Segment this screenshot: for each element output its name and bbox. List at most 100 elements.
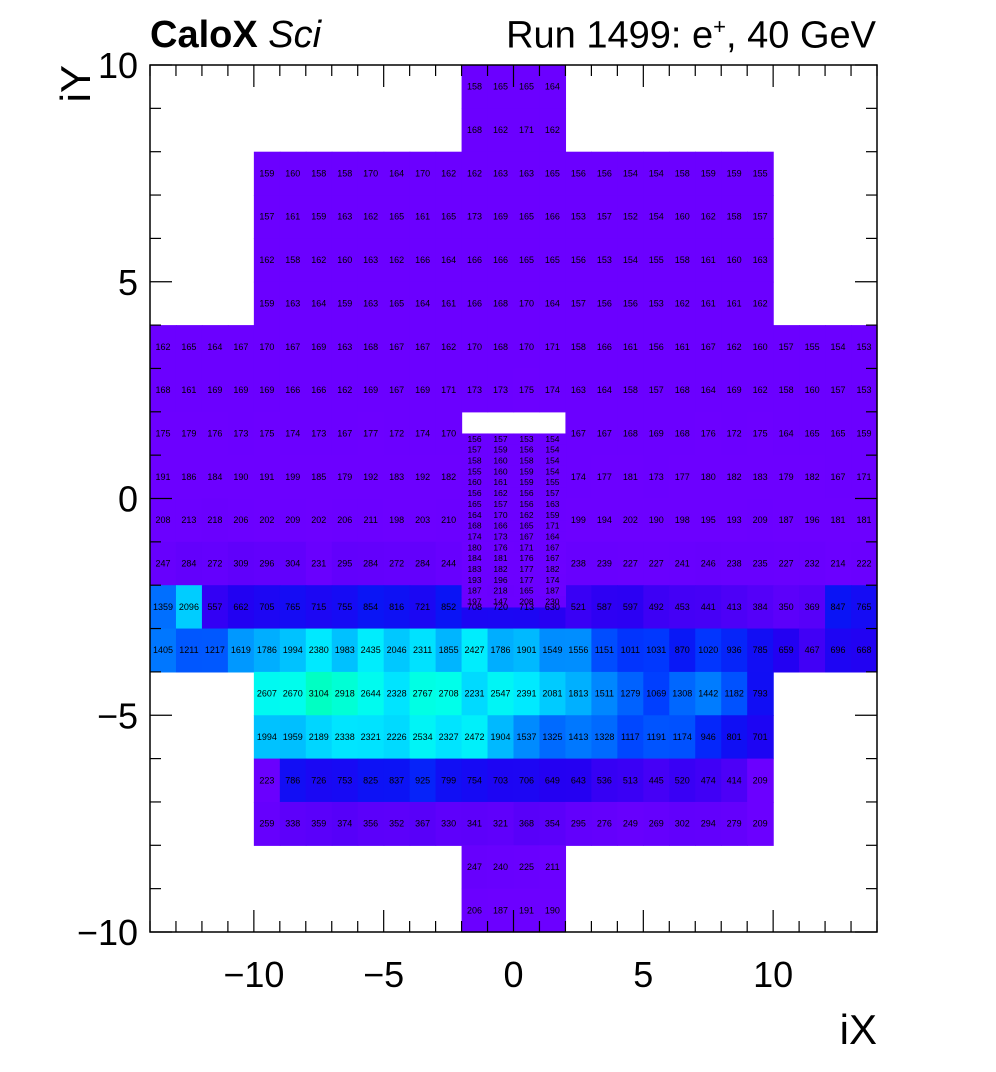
heatmap-cell-label: 159 (337, 298, 352, 308)
heatmap-cell-label: 202 (259, 515, 274, 525)
heatmap-cell (591, 281, 618, 326)
heatmap-cell (357, 801, 385, 846)
heatmap-cell (253, 758, 281, 803)
heatmap-cell-label: 169 (363, 385, 378, 395)
heatmap-cell-label: 1308 (672, 689, 692, 699)
heatmap-cell (253, 498, 281, 543)
heatmap-cell (591, 325, 618, 370)
x-tick-label: −10 (223, 954, 284, 995)
heatmap-cell-label: 158 (571, 342, 586, 352)
heatmap-cell-label: 154 (623, 168, 638, 178)
heatmap-cell-label: 163 (753, 255, 768, 265)
heatmap-cell-label: 153 (857, 385, 872, 395)
heatmap-cell (721, 368, 748, 413)
heatmap-cell (487, 628, 515, 673)
heatmap-cell-label: 190 (649, 515, 664, 525)
heatmap-fine-cell (539, 520, 567, 532)
heatmap-cell-label: 173 (467, 385, 482, 395)
heatmap-cell-label: 161 (701, 298, 716, 308)
heatmap-cell (461, 195, 489, 239)
heatmap-cell (383, 541, 411, 586)
heatmap-fine-cell (539, 552, 567, 565)
heatmap-cell-label: 158 (285, 255, 300, 265)
heatmap-cell (513, 888, 541, 933)
heatmap-cell-label: 163 (337, 342, 352, 352)
heatmap-fine-cell (487, 498, 515, 510)
heatmap-cell-label: 164 (207, 342, 222, 352)
heatmap-cell-label: 170 (259, 342, 274, 352)
heatmap-cell-label: 186 (181, 472, 196, 482)
heatmap-cell-label: 170 (519, 298, 534, 308)
heatmap-cell-label: 164 (597, 385, 612, 395)
heatmap-cell-label: 182 (727, 472, 742, 482)
heatmap-cell-label: 196 (805, 515, 820, 525)
heatmap-cell (513, 671, 541, 716)
heatmap-cell-label: 296 (259, 559, 274, 569)
heatmap-cell-label: 162 (311, 255, 326, 265)
heatmap-cell-label: 153 (597, 255, 612, 265)
heatmap-cell-label: 183 (753, 472, 768, 482)
heatmap-cell (383, 715, 411, 760)
heatmap-cell-label: 163 (337, 212, 352, 222)
heatmap-cell (773, 628, 800, 673)
heatmap-cell-label: 2081 (542, 689, 562, 699)
heatmap-cell (435, 455, 463, 500)
heatmap-cell-label: 1994 (257, 732, 277, 742)
heatmap-cell (643, 715, 670, 760)
heatmap-cell (643, 758, 670, 803)
heatmap-cell-label: 536 (597, 775, 612, 785)
heatmap-fine-cell-label: 154 (545, 466, 559, 476)
heatmap-fine-cell (513, 552, 541, 565)
heatmap-cell-label: 173 (467, 212, 482, 222)
heatmap-cell (799, 325, 826, 370)
heatmap-cell (643, 281, 670, 326)
heatmap-cell-label: 192 (363, 472, 378, 482)
heatmap-cell-label: 173 (233, 428, 248, 438)
heatmap-cell (565, 151, 592, 196)
heatmap-cell (409, 758, 437, 803)
heatmap-cell-label: 630 (545, 602, 560, 612)
heatmap-cell (669, 151, 696, 196)
heatmap-cell (747, 628, 774, 673)
heatmap-cell (357, 628, 385, 673)
heatmap-cell-label: 2338 (335, 732, 355, 742)
heatmap-cell-label: 1511 (595, 689, 614, 699)
heatmap-cell-label: 2328 (387, 689, 407, 699)
heatmap-cell (825, 585, 852, 630)
heatmap-cell-label: 171 (857, 472, 872, 482)
experiment-title: CaloX Sci (150, 14, 321, 57)
heatmap-cell (773, 585, 800, 630)
heatmap-cell-label: 304 (285, 559, 300, 569)
heatmap-cell (669, 541, 696, 586)
heatmap-cell (617, 671, 644, 716)
heatmap-fine-cell-label: 165 (467, 499, 481, 509)
heatmap-cell-label: 765 (857, 602, 872, 612)
heatmap-cell (331, 238, 359, 283)
heatmap-cell (669, 585, 696, 630)
heatmap-cell-label: 160 (337, 255, 352, 265)
heatmap-cell-label: 206 (467, 905, 482, 915)
heatmap-cell (695, 585, 722, 630)
heatmap-cell (227, 541, 255, 586)
heatmap-cell-label: 474 (701, 775, 716, 785)
heatmap-fine-cell-label: 162 (493, 488, 507, 498)
heatmap-fine-cell (487, 563, 515, 575)
heatmap-cell-label: 164 (545, 298, 560, 308)
heatmap-cell (201, 368, 229, 413)
heatmap-cell-label: 321 (493, 819, 508, 829)
heatmap-cell-label: 309 (233, 559, 248, 569)
heatmap-fine-cell (513, 433, 541, 445)
heatmap-cell (695, 455, 722, 500)
heatmap-cell-label: 1405 (153, 645, 173, 655)
heatmap-cell-label: 167 (337, 428, 352, 438)
heatmap-cell-label: 171 (545, 342, 560, 352)
heatmap-cell-label: 177 (363, 428, 378, 438)
heatmap-cell-label: 164 (701, 385, 716, 395)
heatmap-cell-label: 1855 (439, 645, 459, 655)
heatmap-cell (825, 411, 852, 456)
heatmap-cell (617, 411, 644, 456)
heatmap-cell-label: 165 (389, 212, 404, 222)
heatmap-fine-cell (461, 498, 489, 510)
heatmap-cell-label: 183 (389, 472, 404, 482)
heatmap-cell-label: 259 (259, 819, 274, 829)
